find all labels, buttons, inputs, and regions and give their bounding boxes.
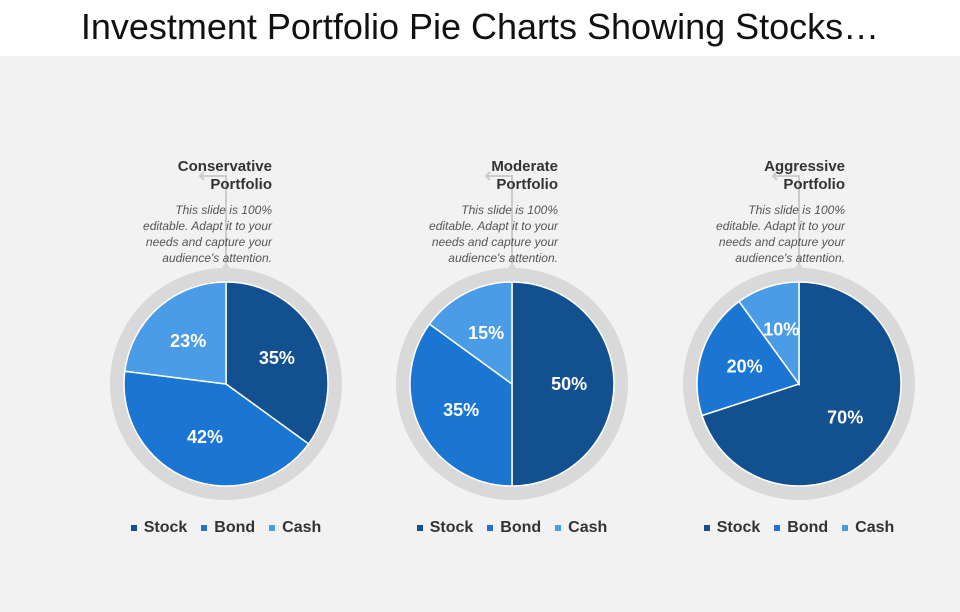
pie-slice-stock <box>701 281 902 487</box>
heading-line: Conservative <box>177 158 272 175</box>
pie-data-label-bond: 35% <box>443 400 479 420</box>
legend-label: Cash <box>568 519 608 536</box>
legend-label: Cash <box>855 519 895 536</box>
pie-slice-stock <box>225 281 329 445</box>
legend-item-stock: Stock <box>703 519 761 537</box>
legend-label: Bond <box>500 519 542 536</box>
pie-slice-cash <box>738 281 800 387</box>
pie-data-label-cash: 10% <box>763 320 799 340</box>
pie-data-label-cash: 23% <box>170 331 206 351</box>
connector-dot <box>795 264 803 272</box>
pie-chart-moderate: 50% 35% 15% <box>396 171 628 500</box>
description-line: needs and capture your <box>718 235 845 249</box>
description-line: editable. Adapt it to your <box>716 219 845 233</box>
legend-swatch-cash <box>555 525 562 531</box>
legend: Stock Bond Cash <box>76 519 376 537</box>
legend-label: Cash <box>282 519 322 536</box>
aggressive-portfolio-panel: 70% 20% 10% Aggressive Portfolio This slid… <box>649 150 949 570</box>
legend-label: Stock <box>429 519 474 536</box>
legend-item-stock: Stock <box>130 519 188 537</box>
portfolio-heading: Aggressive Portfolio <box>645 158 845 194</box>
portfolio-description: This slide is 100% editable. Adapt it to… <box>685 202 845 266</box>
legend-swatch-bond <box>201 525 208 531</box>
legend: Stock Bond Cash <box>649 519 949 537</box>
legend-swatch-stock <box>703 525 710 531</box>
legend-swatch-cash <box>842 525 849 531</box>
legend-item-cash: Cash <box>555 519 607 537</box>
legend-item-cash: Cash <box>269 519 321 537</box>
legend-item-bond: Bond <box>774 519 828 537</box>
portfolio-heading: Conservative Portfolio <box>72 158 272 194</box>
pie-slice-cash <box>123 281 227 385</box>
pie-data-label-stock: 70% <box>827 408 863 428</box>
legend-swatch-cash <box>269 525 276 531</box>
description-line: needs and capture your <box>431 235 558 249</box>
description-line: audience's attention. <box>162 251 272 265</box>
legend-label: Bond <box>214 519 256 536</box>
legend-swatch-stock <box>130 525 137 531</box>
portfolio-heading: Moderate Portfolio <box>358 158 558 194</box>
page-title: Investment Portfolio Pie Charts Showing … <box>80 6 880 47</box>
legend-swatch-bond <box>774 525 781 531</box>
description-line: needs and capture your <box>145 235 272 249</box>
pie-data-label-stock: 35% <box>259 348 295 368</box>
portfolio-description: This slide is 100% editable. Adapt it to… <box>112 202 272 266</box>
portfolio-description: This slide is 100% editable. Adapt it to… <box>398 202 558 266</box>
pie-slice-bond <box>696 300 801 417</box>
heading-line: Moderate <box>491 158 558 175</box>
description-line: editable. Adapt it to your <box>143 219 272 233</box>
pie-data-label-bond: 42% <box>187 427 223 447</box>
pie-data-label-bond: 20% <box>727 356 763 376</box>
connector-line <box>200 175 227 270</box>
heading-line: Portfolio <box>496 176 558 193</box>
pie-slice-stock <box>511 281 615 487</box>
connector-line <box>486 175 513 270</box>
pie-chart-aggressive: 70% 20%10% <box>683 171 915 500</box>
description-line: editable. Adapt it to your <box>429 219 558 233</box>
moderate-portfolio-panel: 50% 35% 15% Moderate Portfolio This slide … <box>362 150 662 570</box>
connector-arrow-icon <box>198 171 205 181</box>
pie-slice-cash <box>428 281 513 386</box>
connector-arrow-icon <box>771 171 778 181</box>
connector-dot <box>508 264 516 272</box>
pie-slice-bond <box>123 370 310 487</box>
title-bar <box>0 0 960 56</box>
connector-arrow-icon <box>484 171 491 181</box>
legend-item-stock: Stock <box>416 519 474 537</box>
legend-label: Stock <box>143 519 188 536</box>
description-line: This slide is 100% <box>461 203 558 217</box>
description-line: audience's attention. <box>448 251 558 265</box>
legend-label: Bond <box>787 519 829 536</box>
description-line: This slide is 100% <box>748 203 845 217</box>
legend-item-bond: Bond <box>487 519 541 537</box>
legend-item-cash: Cash <box>842 519 894 537</box>
pie-chart-conservative: 35% 42% 23% <box>110 171 342 500</box>
heading-line: Portfolio <box>783 176 845 193</box>
legend-swatch-bond <box>487 525 494 531</box>
description-line: This slide is 100% <box>175 203 272 217</box>
pie-data-label-cash: 15% <box>468 323 504 343</box>
legend-swatch-stock <box>416 525 423 531</box>
connector-dot <box>222 264 230 272</box>
connector-line <box>773 175 800 270</box>
pie-slice-bond <box>409 323 513 487</box>
conservative-portfolio-panel: 35% 42% 23% Conservative Portfolio This sl… <box>76 150 376 570</box>
description-line: audience's attention. <box>735 251 845 265</box>
legend: Stock Bond Cash <box>362 519 662 537</box>
legend-item-bond: Bond <box>201 519 255 537</box>
heading-line: Aggressive <box>764 158 845 175</box>
heading-line: Portfolio <box>210 176 272 193</box>
pie-data-label-stock: 50% <box>551 374 587 394</box>
legend-label: Stock <box>716 519 761 536</box>
